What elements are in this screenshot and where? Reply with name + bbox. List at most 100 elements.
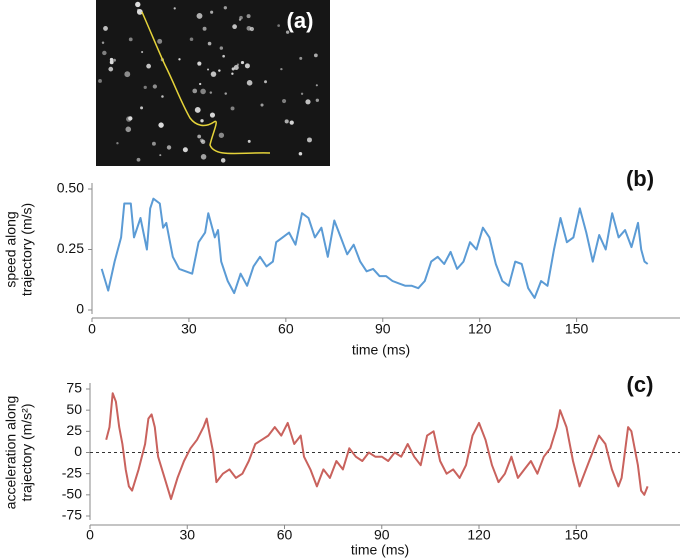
particle xyxy=(233,64,239,70)
panel-label: (b) xyxy=(626,166,654,191)
x-tick-label: 60 xyxy=(278,321,294,337)
particle xyxy=(98,79,102,83)
particle xyxy=(109,60,114,65)
x-tick-label: 30 xyxy=(179,527,195,543)
particle xyxy=(136,8,140,12)
particle xyxy=(207,41,212,46)
particle xyxy=(101,41,105,45)
particle xyxy=(103,25,108,31)
particle xyxy=(246,14,251,19)
particle xyxy=(260,103,264,107)
particle xyxy=(166,145,172,150)
x-tick-label: 90 xyxy=(374,527,390,543)
particle xyxy=(209,112,216,118)
particle xyxy=(192,88,198,94)
data-line xyxy=(105,392,649,501)
x-tick-label: 60 xyxy=(277,527,293,543)
particle xyxy=(210,10,214,14)
trajectory xyxy=(141,11,271,155)
particle xyxy=(158,122,164,128)
particle xyxy=(219,46,224,50)
particle xyxy=(210,71,217,77)
particle xyxy=(135,1,141,8)
panel-label: (c) xyxy=(627,372,654,397)
particle xyxy=(157,38,163,44)
particle xyxy=(299,56,303,60)
x-axis-label: time (ms) xyxy=(352,342,410,358)
particle xyxy=(230,106,235,111)
particle xyxy=(151,141,156,146)
particle xyxy=(102,50,107,56)
x-tick-label: 0 xyxy=(88,321,96,337)
particle xyxy=(315,84,318,87)
image-background xyxy=(96,0,330,166)
particle xyxy=(173,7,176,10)
particle xyxy=(280,67,283,71)
particle xyxy=(300,92,304,95)
particle xyxy=(289,120,294,125)
particle xyxy=(199,138,204,143)
x-tick-label: 150 xyxy=(565,527,589,543)
particle xyxy=(146,63,151,69)
particle xyxy=(244,63,250,69)
particle xyxy=(136,157,141,162)
particle xyxy=(220,158,226,163)
y-tick-label: -50 xyxy=(62,486,82,502)
particle xyxy=(108,66,114,72)
y-tick-label: 50 xyxy=(66,401,82,417)
particle xyxy=(231,72,234,75)
particle xyxy=(202,26,207,31)
particle xyxy=(143,85,147,90)
particle xyxy=(207,68,210,71)
particle xyxy=(246,80,253,86)
particle xyxy=(277,24,280,27)
particle xyxy=(194,107,201,113)
particle xyxy=(222,54,225,58)
x-tick-label: 30 xyxy=(181,321,197,337)
particle xyxy=(209,91,213,94)
x-tick-label: 90 xyxy=(375,321,391,337)
y-tick-label: -25 xyxy=(62,464,82,480)
particle xyxy=(232,24,237,30)
x-tick-label: 120 xyxy=(468,321,492,337)
particle xyxy=(298,152,303,156)
data-line xyxy=(100,197,649,299)
particle xyxy=(116,142,119,145)
particle xyxy=(200,154,207,160)
particle xyxy=(124,71,131,78)
particle xyxy=(197,134,202,139)
particle-image xyxy=(96,0,330,166)
particle xyxy=(200,119,204,123)
particle xyxy=(313,53,318,58)
particle xyxy=(128,37,133,42)
y-axis-label: trajectory (m/s²) xyxy=(19,404,35,502)
x-tick-label: 120 xyxy=(467,527,491,543)
particle xyxy=(247,139,251,143)
particle xyxy=(264,80,267,84)
particle xyxy=(240,60,245,65)
x-axis-label: time (ms) xyxy=(351,542,409,558)
x-tick-label: 150 xyxy=(565,321,589,337)
particle xyxy=(182,147,188,153)
particle xyxy=(306,137,312,143)
panel-label: (a) xyxy=(287,8,314,33)
particle xyxy=(197,61,202,66)
particle xyxy=(200,88,206,95)
particle xyxy=(189,37,194,42)
particle xyxy=(125,126,132,133)
particle xyxy=(238,18,242,21)
particle xyxy=(285,30,290,34)
particle xyxy=(218,69,221,72)
x-tick-label: 0 xyxy=(86,527,94,543)
particle xyxy=(141,50,144,54)
particle xyxy=(224,92,228,95)
particle xyxy=(218,132,225,138)
particle xyxy=(223,6,227,10)
particle xyxy=(140,106,144,110)
particle xyxy=(109,57,114,62)
particle xyxy=(196,12,203,19)
y-tick-label: -75 xyxy=(62,507,82,523)
particle xyxy=(178,58,181,61)
y-tick-label: 0.25 xyxy=(57,240,84,256)
